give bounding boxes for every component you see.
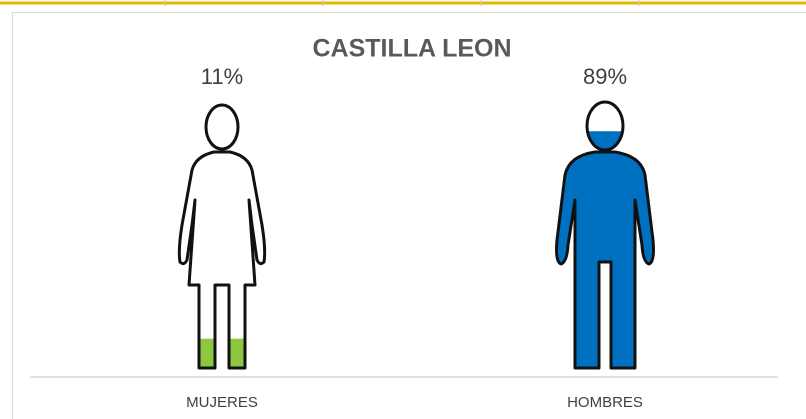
figure-head	[204, 103, 240, 151]
figure-body	[177, 150, 267, 370]
sheet-columns	[164, 0, 640, 6]
value-label: 11%	[201, 64, 243, 89]
figure-head	[585, 100, 625, 152]
chart-title: CASTILLA LEON	[312, 35, 511, 63]
category-label: HOMBRES	[567, 394, 643, 411]
category-label: MUJERES	[186, 394, 258, 411]
figure-body	[555, 150, 655, 370]
chart-area	[12, 12, 806, 419]
value-label: 89%	[583, 64, 627, 89]
